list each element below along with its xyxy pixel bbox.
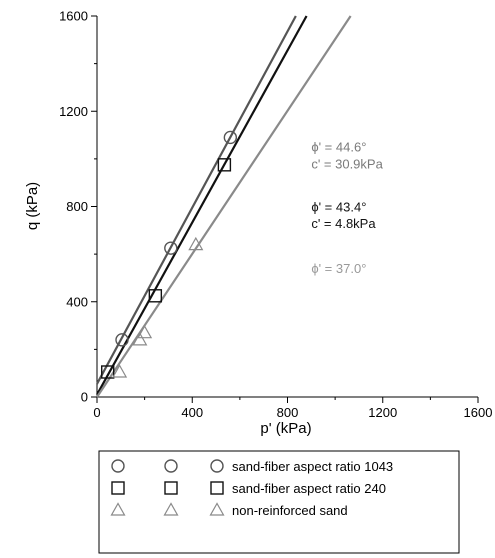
y-tick-label: 0: [81, 390, 88, 405]
x-tick-label: 400: [181, 405, 203, 420]
annotations: ϕ' = 44.6°c' = 30.9kPa ϕ' = 43.4° c' = 4.8…: [311, 140, 383, 276]
legend-marker: [164, 481, 178, 495]
data-point: [223, 130, 238, 145]
x-axis-label: p' (kPa): [260, 420, 311, 437]
data-point: [137, 324, 153, 339]
data-point: [112, 364, 128, 378]
legend-label: sand-fiber aspect ratio 240: [232, 481, 386, 496]
legend-label: non-reinforced sand: [232, 503, 348, 518]
data-point: [148, 289, 163, 303]
y-axis-label: q (kPa): [24, 182, 41, 230]
legend-box: [98, 450, 460, 554]
fit-annotation: ϕ' = 37.0°: [311, 261, 366, 276]
y-tick-label: 1200: [59, 104, 88, 119]
legend-marker: [163, 502, 179, 516]
y-tick-label: 1600: [59, 9, 88, 24]
legend: sand-fiber aspect ratio 1043 sand-fiber a…: [98, 450, 460, 554]
plot-area: 0 400 800 1200 1600 0 400 800 1200 1600: [59, 9, 492, 421]
fit-annotation: c' = 4.8kPa: [311, 216, 376, 231]
legend-marker: [210, 481, 224, 495]
y-tick-label: 800: [66, 199, 88, 214]
x-tick-label: 1200: [368, 405, 397, 420]
legend-marker: [164, 459, 178, 473]
data-point: [101, 365, 115, 379]
legend-marker: [209, 502, 225, 516]
data-point: [115, 333, 129, 347]
fit-annotation: ϕ' = 43.4°: [311, 199, 366, 214]
data-point: [164, 241, 178, 255]
fit-annotation: ϕ' = 44.6°: [311, 140, 366, 155]
legend-marker: [111, 459, 125, 473]
data-point: [217, 158, 232, 172]
y-tick-label: 400: [66, 294, 88, 309]
x-tick-label: 1600: [464, 405, 493, 420]
x-tick-label: 0: [93, 405, 100, 420]
fit-line: [96, 15, 308, 396]
legend-label: sand-fiber aspect ratio 1043: [232, 459, 393, 474]
legend-marker: [210, 459, 224, 473]
legend-marker: [110, 502, 126, 516]
fit-annotation: c' = 30.9kPa: [311, 156, 383, 171]
markers: [101, 130, 238, 379]
legend-marker: [111, 481, 125, 495]
data-point: [188, 236, 204, 251]
fit-line: [96, 15, 297, 385]
data-point: [132, 332, 148, 346]
x-tick-label: 800: [277, 405, 299, 420]
